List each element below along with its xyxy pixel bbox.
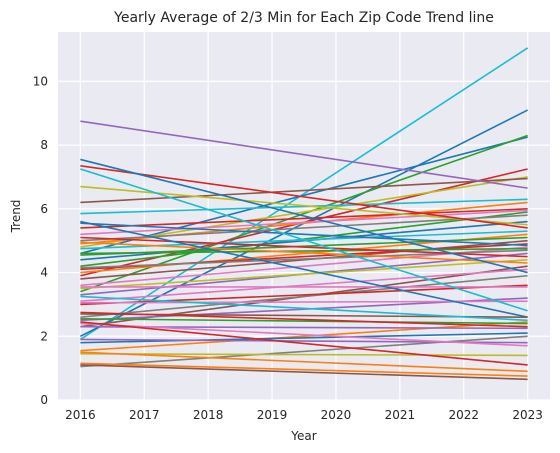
x-tick-label: 2019 <box>257 408 288 422</box>
trend-line <box>80 241 528 264</box>
y-tick-label: 6 <box>40 202 48 216</box>
x-tick-labels: 2016 2017 2018 2019 2020 2021 2022 2023 <box>65 408 543 422</box>
trend-line <box>80 165 528 229</box>
x-tick-label: 2022 <box>448 408 479 422</box>
trend-line <box>80 177 528 204</box>
trend-line <box>80 295 528 322</box>
series-lines <box>79 47 529 381</box>
trend-line <box>80 158 528 274</box>
trend-line <box>80 321 528 352</box>
trend-line <box>80 136 528 255</box>
x-tick-label: 2023 <box>512 408 543 422</box>
y-tick-label: 0 <box>40 393 48 407</box>
trend-line <box>80 351 528 373</box>
trend-line <box>80 274 528 318</box>
trend-line <box>80 322 528 347</box>
y-tick-label: 4 <box>40 266 48 280</box>
chart-title: Yearly Average of 2/3 Min for Each Zip C… <box>113 10 494 26</box>
trend-line <box>80 220 528 318</box>
x-axis-label: Year <box>290 429 316 443</box>
y-axis-label: Trend <box>9 200 23 234</box>
trend-line <box>80 353 528 357</box>
trend-line <box>80 362 528 377</box>
trend-line <box>80 247 528 255</box>
y-tick-labels: 0 2 4 6 8 10 <box>33 74 48 407</box>
x-tick-label: 2018 <box>193 408 224 422</box>
trend-line <box>80 332 528 344</box>
trend-line <box>80 321 528 366</box>
x-tick-label: 2021 <box>385 408 416 422</box>
y-tick-label: 8 <box>40 138 48 152</box>
trend-line <box>80 364 528 381</box>
y-tick-label: 10 <box>33 74 48 88</box>
trend-line <box>80 120 528 189</box>
y-tick-label: 2 <box>40 329 48 343</box>
x-tick-label: 2017 <box>129 408 160 422</box>
trend-line <box>79 47 529 341</box>
trend-line <box>80 168 528 312</box>
trend-line <box>80 259 528 290</box>
trend-line <box>80 176 528 248</box>
trend-line <box>80 209 528 236</box>
trend-line <box>80 311 528 328</box>
x-tick-label: 2020 <box>321 408 352 422</box>
trend-line <box>80 208 528 229</box>
x-tick-label: 2016 <box>65 408 96 422</box>
trend-line <box>80 317 528 325</box>
trend-line <box>80 214 528 242</box>
trend-line <box>80 268 528 303</box>
trend-line <box>80 222 528 247</box>
